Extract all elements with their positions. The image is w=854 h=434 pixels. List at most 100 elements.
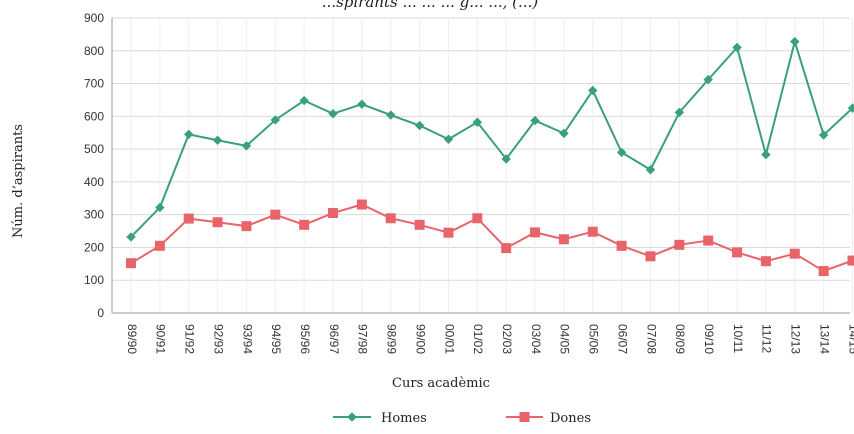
data-point-dones (587, 226, 598, 237)
data-point-dones (385, 213, 396, 224)
series-layer (130, 40, 854, 273)
series-line-homes (130, 40, 854, 238)
x-tick-label: 96/97 (327, 324, 341, 354)
data-point-homes (357, 99, 367, 109)
data-point-dones (703, 235, 714, 246)
y-tick-label: 0 (97, 306, 104, 320)
data-point-homes (184, 129, 194, 140)
data-point-dones (645, 251, 656, 262)
data-point-dones (732, 247, 743, 258)
axis-layer: 0 100 200 300 400 500 600 700 800 900 89/90 90/91 91… (84, 11, 854, 354)
x-tick-label: 91/92 (183, 324, 197, 354)
grid-layer (112, 17, 853, 314)
data-point-dones (126, 258, 136, 269)
y-tick-label: 500 (84, 142, 104, 156)
data-point-dones (356, 199, 367, 210)
data-point-homes (559, 128, 569, 139)
x-tick-label: 98/99 (385, 324, 399, 354)
x-tick-label: 93/94 (240, 324, 254, 354)
data-point-dones (443, 227, 454, 238)
data-point-homes (588, 85, 598, 96)
data-point-homes (847, 103, 854, 113)
data-point-homes (674, 107, 685, 118)
data-point-dones (674, 239, 685, 250)
data-point-homes (703, 74, 713, 85)
data-point-dones (241, 221, 252, 232)
data-point-dones (270, 209, 281, 220)
y-tick-label: 700 (84, 77, 104, 91)
data-point-homes (472, 117, 483, 127)
data-point-homes (761, 149, 771, 160)
x-tick-label: 09/10 (702, 324, 716, 354)
data-point-dones (789, 248, 800, 259)
data-point-dones (154, 240, 165, 251)
data-point-homes (241, 141, 252, 151)
data-point-dones (616, 240, 627, 251)
x-axis-label: Curs acadèmic (392, 376, 490, 391)
x-tick-label: 94/95 (269, 324, 283, 354)
data-point-homes (818, 130, 829, 140)
x-tick-label: 07/08 (644, 324, 658, 354)
y-tick-label: 600 (84, 109, 104, 123)
x-tick-label: 89/90 (125, 324, 139, 354)
y-tick-label: 400 (84, 175, 104, 189)
data-point-dones (558, 234, 569, 245)
data-point-homes (155, 202, 165, 213)
data-point-homes (270, 115, 281, 125)
data-point-dones (414, 219, 425, 230)
data-point-homes (126, 232, 136, 242)
x-tick-label: 92/93 (211, 324, 225, 354)
data-point-homes (299, 95, 309, 106)
data-point-homes (790, 36, 800, 47)
x-tick-label: 04/05 (558, 324, 572, 354)
data-point-dones (818, 266, 829, 277)
x-tick-label: 05/06 (587, 324, 601, 354)
y-axis-label: Núm. d’aspirants (11, 124, 26, 238)
y-tick-label: 900 (84, 11, 104, 25)
data-point-dones (760, 256, 771, 267)
legend-marker-homes (347, 412, 357, 422)
data-point-dones (299, 219, 310, 230)
x-tick-label: 97/98 (356, 324, 370, 354)
x-tick-label: 08/09 (673, 324, 687, 354)
x-tick-label: 14/15 (846, 324, 854, 354)
legend-label-homes: Homes (381, 411, 427, 426)
chart-title: ...spirants ... ... ... g... ..., (...) (322, 0, 539, 11)
data-point-dones (847, 255, 854, 266)
data-point-dones (212, 217, 223, 228)
data-point-dones (530, 227, 541, 238)
data-point-homes (616, 147, 627, 158)
data-point-homes (530, 115, 540, 126)
data-point-dones (183, 213, 194, 224)
x-tick-label: 03/04 (529, 324, 543, 354)
x-tick-label: 02/03 (500, 324, 514, 354)
legend-layer: Homes Dones (333, 411, 591, 426)
x-tick-label: 11/12 (760, 324, 774, 353)
legend-marker-dones (519, 412, 530, 422)
data-point-dones (501, 243, 512, 254)
y-tick-label: 300 (84, 208, 104, 222)
x-tick-label: 99/00 (413, 324, 427, 354)
data-point-homes (443, 134, 454, 144)
data-point-homes (501, 154, 511, 164)
data-point-homes (414, 120, 425, 131)
x-tick-label: 10/11 (731, 324, 745, 353)
y-tick-label: 800 (84, 44, 104, 58)
y-tick-label: 200 (84, 240, 104, 254)
x-tick-label: 01/02 (471, 324, 485, 354)
x-tick-label: 90/91 (154, 324, 168, 354)
data-point-dones (328, 208, 339, 219)
data-point-homes (645, 165, 656, 175)
legend-label-dones: Dones (550, 411, 591, 426)
data-point-homes (212, 135, 223, 145)
x-tick-label: 12/13 (789, 324, 803, 354)
y-tick-label: 100 (84, 273, 104, 287)
x-tick-label: 06/07 (615, 324, 629, 354)
x-tick-label: 00/01 (442, 324, 456, 354)
data-point-homes (386, 110, 396, 120)
data-point-dones (472, 213, 483, 224)
data-point-homes (328, 109, 338, 119)
legend-item-dones: Dones (506, 411, 591, 426)
